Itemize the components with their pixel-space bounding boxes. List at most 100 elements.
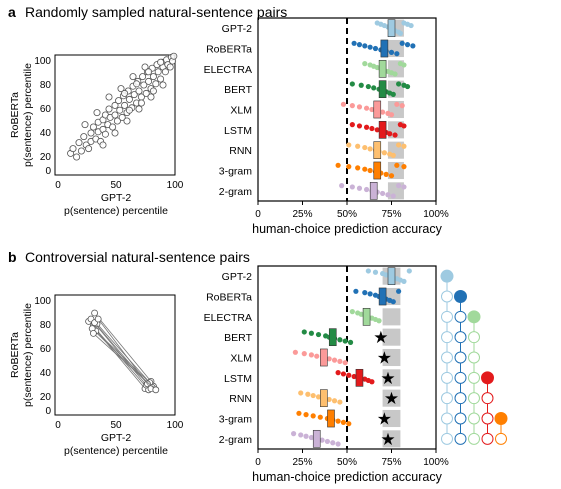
acc-a-mean-bar-LSTM [378, 120, 387, 139]
acc-a-model-label-8: 2-gram [219, 186, 253, 198]
acc-b-point-LSTM-0 [335, 370, 341, 376]
scatter-a-point-19 [105, 105, 113, 113]
scatter-b-ylabel-line1: RoBERTa [9, 332, 21, 378]
acc-b-mean-bar-ELECTRA [362, 307, 371, 326]
acc-a-point-3-gram-4 [367, 167, 373, 174]
pair-line-1 [94, 312, 152, 382]
panel-b-pair-plot: 0 50 100 0 20 40 60 80 100 GPT-2 p(sente… [9, 294, 184, 457]
pair-open-2-7 [468, 412, 480, 425]
acc-b-point-2-gram-0 [291, 431, 297, 437]
acc-b-point-BERT-2 [315, 331, 322, 338]
pair-line-9 [93, 333, 157, 391]
acc-a-point-BERT-11 [404, 83, 411, 90]
pair-open-1-3 [454, 331, 467, 344]
pair-open-1-7 [454, 412, 467, 425]
scatter-a-point-4 [80, 133, 88, 141]
pair-line-5 [96, 323, 151, 383]
acc-b-star-5: ★ [380, 369, 395, 388]
acc-b-model-label-0: GPT-2 [222, 271, 253, 283]
acc-a-model-label-5: LSTM [224, 125, 252, 137]
pair-open-1-8 [454, 432, 467, 445]
panel-a-scatter-points [67, 52, 178, 161]
scatter-a-point-24 [113, 117, 121, 125]
acc-b-mean-bar-XLM [320, 348, 328, 367]
pair-open-2-3 [468, 331, 480, 344]
scatter-a-point-73 [69, 145, 77, 153]
panel-a-title: Randomly sampled natural-sentence pairs [25, 4, 287, 20]
pair-open-2-5 [468, 371, 480, 384]
pair-open-3-7 [481, 412, 494, 425]
scatter-a-xtick-0: 0 [55, 180, 61, 191]
acc-b-point-RoBERTa-0 [353, 288, 359, 294]
pair-line-7 [94, 322, 148, 385]
pair-open-1-5 [454, 371, 467, 384]
acc-b-model-label-4: XLM [230, 353, 252, 365]
scatter-a-ytick-0: 0 [45, 166, 51, 177]
acc-a-mean-bar-XLM [373, 100, 382, 119]
acc-a-point-3-gram-7 [383, 171, 389, 177]
acc-a-point-3-gram-1 [346, 164, 352, 170]
acc-b-xtick-label-4: 100% [423, 457, 449, 468]
pair-filled-4 [494, 412, 508, 425]
acc-b-point-2-gram-5 [319, 437, 325, 443]
scatter-a-point-47 [149, 73, 157, 81]
acc-b-noise-ceiling-2 [382, 308, 401, 326]
panel-b-title: Controversial natural-sentence pairs [25, 249, 250, 265]
acc-b-point-BERT-0 [301, 329, 307, 335]
scatter-b-xtick-50: 50 [110, 420, 122, 431]
scatter-a-point-72 [159, 81, 167, 89]
scatter-a-point-67 [99, 141, 107, 149]
pair-open-0-3 [441, 331, 453, 344]
acc-a-mean-bar-GPT-2 [387, 19, 396, 38]
acc-a-xtick-label-3: 75% [381, 209, 401, 220]
acc-b-noise-ceiling-4 [382, 348, 401, 367]
acc-b-point-GPT-2-9 [406, 268, 412, 274]
pair-open-0-1 [441, 290, 453, 303]
scatter-a-point-66 [141, 63, 149, 71]
acc-b-point-RoBERTa-8 [390, 299, 396, 305]
scatter-a-point-70 [135, 105, 143, 113]
acc-b-point-LSTM-2 [346, 372, 352, 378]
acc-b-model-label-2: ELECTRA [204, 312, 252, 324]
scatter-a-xtick-50: 50 [110, 180, 122, 191]
acc-a-point-LSTM-10 [401, 123, 407, 129]
acc-b-xtick-label-3: 75% [381, 457, 401, 468]
acc-b-point-ELECTRA-7 [376, 318, 382, 324]
acc-b-point-LSTM-7 [369, 379, 375, 385]
scatter-a-point-42 [142, 89, 150, 97]
acc-a-model-label-2: ELECTRA [204, 64, 252, 76]
acc-b-point-RNN-6 [331, 398, 338, 404]
scatter-a-point-61 [81, 121, 89, 129]
scatter-b-xlabel-line2: p(sentence) percentile [64, 445, 168, 457]
acc-a-point-RoBERTa-8 [394, 51, 400, 57]
scatter-b-ytick-40: 40 [40, 368, 52, 379]
acc-b-point-2-gram-7 [330, 440, 336, 446]
acc-b-point-2-gram-1 [298, 432, 304, 438]
acc-a-model-label-7: 3-gram [219, 166, 253, 178]
acc-a-point-RNN-1 [355, 143, 361, 149]
panel-b-accuracy-plot: GPT-2 RoBERTa ELECTRA BERT XLM LSTM RNN 3-gram 2… [204, 265, 449, 484]
panel-b-letter: b [8, 249, 17, 265]
acc-b-point-2-gram-6 [324, 438, 331, 445]
acc-b-point-3-gram-0 [296, 410, 302, 416]
panel-a-scatter-frame [54, 54, 176, 176]
acc-a-point-2-gram-3 [363, 186, 370, 193]
scatter-a-point-65 [129, 73, 137, 81]
acc-a-mean-bar-BERT [378, 80, 387, 99]
acc-a-point-GPT-2-8 [397, 30, 403, 36]
acc-a-point-BERT-8 [390, 91, 396, 97]
scatter-a-point-22 [111, 101, 119, 109]
scatter-b-ylabel-line2: p(sentence) percentile [22, 303, 34, 407]
acc-a-point-2-gram-2 [356, 185, 363, 191]
acc-b-model-label-8: 2-gram [219, 434, 253, 446]
scatter-a-point-26 [116, 106, 124, 114]
acc-b-point-BERT-8 [347, 339, 354, 345]
acc-a-model-label-0: GPT-2 [222, 23, 253, 35]
acc-a-model-label-3: BERT [224, 84, 252, 96]
scatter-a-point-50 [154, 68, 162, 76]
acc-b-point-GPT-2-1 [372, 269, 379, 275]
scatter-a-point-69 [123, 117, 131, 125]
scatter-b-xtick-0: 0 [55, 420, 61, 431]
scatter-a-point-1 [73, 153, 81, 161]
